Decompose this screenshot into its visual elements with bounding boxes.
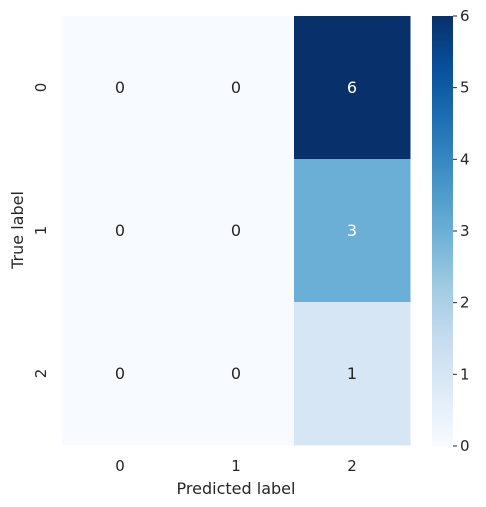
y-tick-label-1: 1 — [32, 226, 50, 236]
cell-value-1-0: 0 — [115, 221, 125, 240]
cell-value-0-2: 6 — [347, 78, 357, 97]
heatmap-cell-0-1 — [178, 16, 295, 160]
x-tick-label-0: 0 — [115, 457, 125, 475]
cell-value-1-2: 3 — [347, 221, 357, 240]
heatmap-cell-0-2 — [294, 16, 411, 160]
heatmap-cell-2-1 — [178, 302, 295, 446]
colorbar-tick-label-6: 6 — [460, 7, 470, 25]
colorbar-gradient — [432, 16, 453, 446]
y-axis-ticks: 0 1 2 — [32, 83, 50, 379]
heatmap-cell-2-2 — [294, 302, 411, 446]
colorbar: 0 1 2 3 4 5 6 — [432, 7, 470, 455]
cell-value-0-0: 0 — [115, 78, 125, 97]
x-tick-label-2: 2 — [347, 457, 357, 475]
colorbar-tick-label-3: 3 — [460, 222, 470, 240]
cell-value-1-1: 0 — [231, 221, 241, 240]
heatmap-cell-1-2 — [294, 159, 411, 303]
heatmap-cell-1-1 — [178, 159, 295, 303]
y-tick-label-0: 0 — [32, 83, 50, 93]
heatmap-cell-2-0 — [62, 302, 179, 446]
heatmap-cell-0-0 — [62, 16, 179, 160]
colorbar-tick-label-4: 4 — [460, 150, 470, 168]
colorbar-tick-label-5: 5 — [460, 79, 470, 97]
cell-value-2-1: 0 — [231, 364, 241, 383]
x-axis-label: Predicted label — [177, 479, 296, 498]
cell-value-2-2: 1 — [347, 364, 357, 383]
colorbar-tick-label-1: 1 — [460, 365, 470, 383]
x-axis-ticks: 0 1 2 — [115, 457, 357, 475]
colorbar-tick-label-2: 2 — [460, 294, 470, 312]
heatmap-cells — [62, 16, 411, 446]
y-axis-label: True label — [8, 191, 27, 270]
heatmap-cell-1-0 — [62, 159, 179, 303]
colorbar-tick-label-0: 0 — [460, 437, 470, 455]
cell-value-2-0: 0 — [115, 364, 125, 383]
y-tick-label-2: 2 — [32, 369, 50, 379]
cell-annotations: 0 0 6 0 0 3 0 0 1 — [115, 78, 357, 383]
x-tick-label-1: 1 — [231, 457, 241, 475]
cell-value-0-1: 0 — [231, 78, 241, 97]
